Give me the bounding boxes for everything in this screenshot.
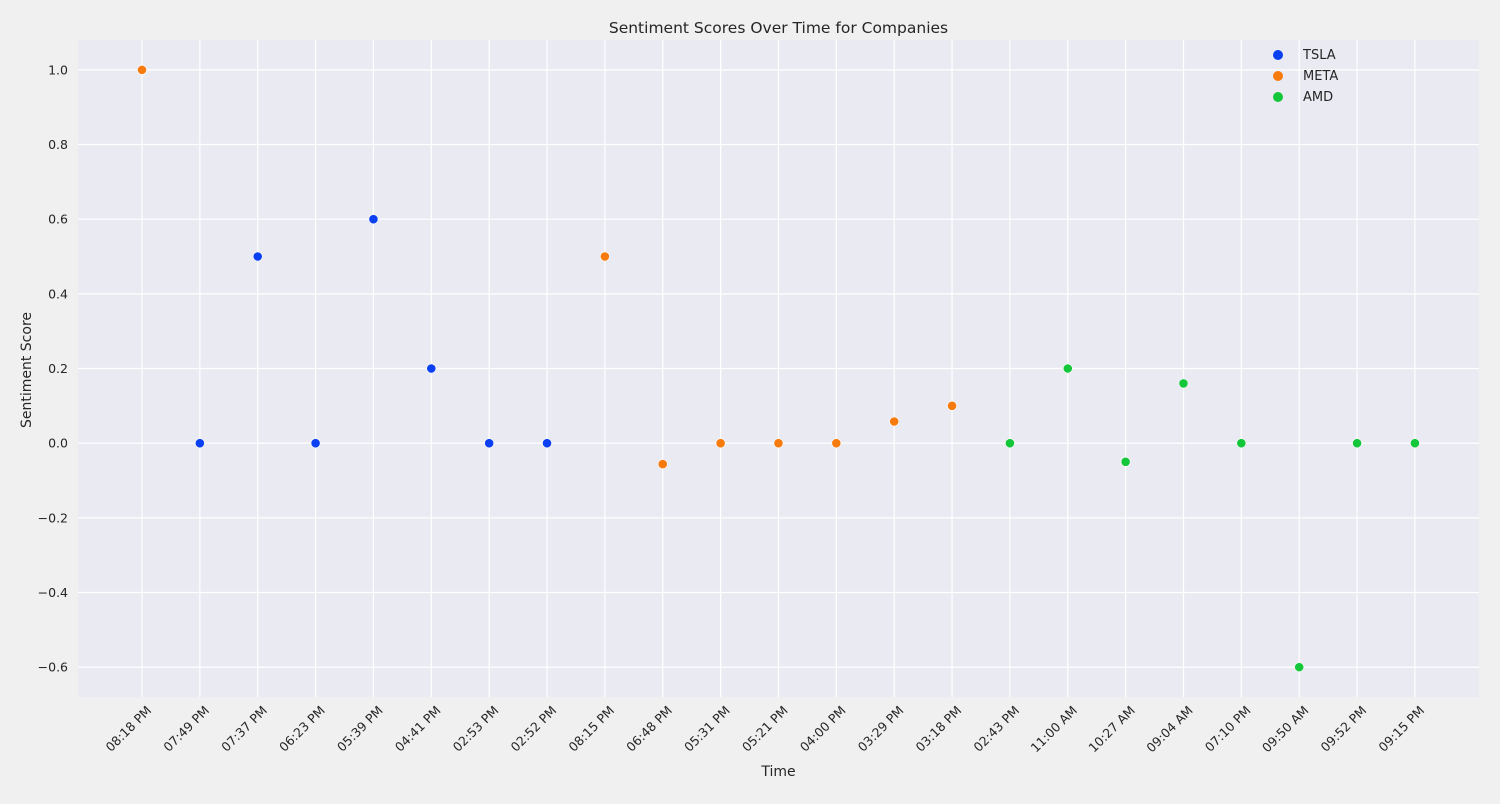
legend-label-amd: AMD (1303, 90, 1333, 105)
x-tick-label: 07:37 PM (218, 703, 270, 755)
x-tick-label: 06:23 PM (276, 703, 328, 755)
point-tsla (252, 251, 263, 262)
legend: TSLA META AMD (1273, 48, 1338, 105)
point-tsla (194, 438, 205, 449)
point-meta (137, 64, 147, 75)
point-tsla (484, 438, 495, 449)
y-tick-label: 0.0 (48, 436, 68, 451)
y-axis-label: Sentiment Score (19, 312, 35, 428)
x-tick-label: 09:15 PM (1375, 703, 1427, 755)
x-tick-label: 03:29 PM (855, 703, 907, 755)
legend-marker-tsla (1273, 50, 1283, 60)
y-tick-label: 0.6 (48, 212, 68, 227)
point-tsla (542, 438, 552, 449)
x-tick-label: 03:18 PM (912, 703, 964, 755)
x-tick-label: 02:43 PM (970, 703, 1022, 755)
chart-title: Sentiment Scores Over Time for Companies (609, 19, 948, 37)
data-points (137, 64, 1420, 673)
y-tick-label: −0.2 (38, 510, 68, 525)
x-tick-label: 05:31 PM (681, 703, 733, 755)
point-amd (1352, 438, 1362, 449)
point-meta (657, 459, 668, 469)
point-meta (889, 416, 900, 427)
x-tick-label: 04:41 PM (392, 703, 444, 755)
x-tick-label: 09:52 PM (1318, 703, 1370, 755)
legend-marker-amd (1273, 92, 1283, 102)
legend-label-tsla: TSLA (1302, 48, 1336, 63)
point-meta (599, 251, 610, 262)
y-tick-label: −0.6 (38, 660, 68, 675)
legend-label-meta: META (1303, 69, 1338, 84)
y-tick-label: 1.0 (48, 62, 68, 77)
x-tick-label: 08:18 PM (102, 703, 154, 755)
point-amd (1410, 438, 1420, 449)
point-meta (831, 438, 842, 449)
y-tick-label: 0.2 (48, 361, 68, 376)
x-tick-label: 07:49 PM (160, 703, 212, 755)
x-tick-label: 02:52 PM (507, 703, 559, 755)
point-tsla (368, 214, 379, 225)
x-tick-label: 09:04 AM (1143, 703, 1196, 756)
point-meta (947, 400, 957, 411)
y-tick-label: 0.4 (48, 286, 68, 301)
point-tsla (310, 438, 321, 449)
point-amd (1120, 456, 1131, 467)
x-tick-label: 09:50 AM (1259, 703, 1312, 756)
point-amd (1236, 438, 1247, 449)
point-amd (1005, 438, 1015, 449)
x-tick-label: 08:15 PM (565, 703, 617, 755)
x-tick-label: 05:39 PM (334, 703, 386, 755)
point-meta (773, 438, 784, 449)
y-tick-label: −0.4 (38, 585, 68, 600)
point-amd (1062, 363, 1073, 374)
x-tick-label: 11:00 AM (1027, 703, 1080, 756)
x-tick-label: 04:00 PM (797, 703, 849, 755)
x-tick-label: 02:53 PM (450, 703, 502, 755)
x-axis-label: Time (760, 764, 795, 780)
point-tsla (426, 363, 437, 374)
x-tick-label: 10:27 AM (1085, 703, 1138, 756)
point-amd (1178, 378, 1189, 389)
point-meta (715, 438, 726, 449)
x-tick-label: 05:21 PM (739, 703, 791, 755)
point-amd (1294, 662, 1305, 673)
x-tick-label: 07:10 PM (1202, 703, 1254, 755)
legend-marker-meta (1273, 71, 1283, 81)
x-tick-label: 06:48 PM (623, 703, 675, 755)
y-tick-label: 0.8 (48, 137, 68, 152)
